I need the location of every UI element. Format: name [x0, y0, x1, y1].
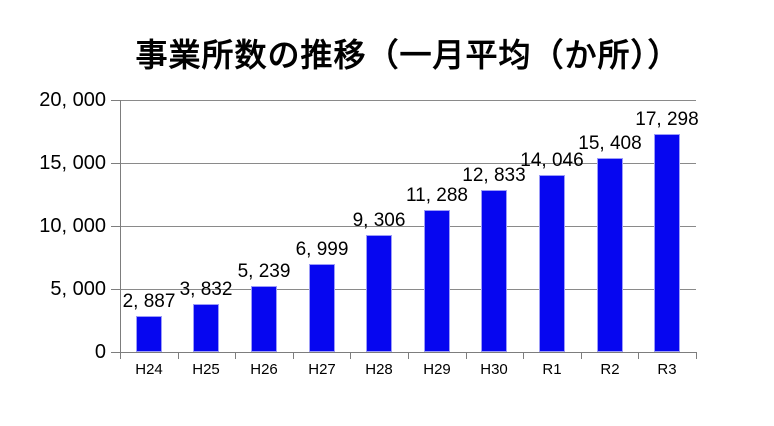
bar-H27: [309, 264, 335, 352]
x-axis-tick: [408, 352, 409, 359]
gridline: [120, 226, 696, 227]
value-label-H25: 3, 832: [179, 279, 233, 300]
x-axis-tick: [178, 352, 179, 359]
value-label-H24: 2, 887: [122, 291, 176, 312]
x-tick-label-R1: R1: [542, 361, 562, 378]
y-axis-tick: [111, 288, 120, 290]
y-tick-label: 5, 000: [50, 278, 106, 300]
x-tick-label-H27: H27: [308, 361, 336, 378]
y-axis-tick: [111, 351, 120, 353]
x-axis-tick: [350, 352, 351, 359]
x-axis-tick: [581, 352, 582, 359]
value-label-H28: 9, 306: [352, 210, 406, 231]
x-tick-label-R2: R2: [600, 361, 620, 378]
value-label-H26: 5, 239: [237, 261, 291, 282]
y-axis-tick: [111, 225, 120, 227]
y-axis-line: [120, 100, 121, 353]
bar-H28: [366, 235, 392, 352]
gridline: [120, 100, 696, 101]
bar-R2: [597, 158, 623, 352]
value-label-H29: 11, 288: [406, 185, 468, 206]
x-tick-label-H29: H29: [423, 361, 451, 378]
bar-H24: [136, 316, 162, 352]
x-axis-tick: [523, 352, 524, 359]
x-tick-label-H26: H26: [250, 361, 278, 378]
x-tick-label-H25: H25: [192, 361, 220, 378]
x-tick-label-H30: H30: [480, 361, 508, 378]
bar-H25: [193, 304, 219, 352]
bar-H29: [424, 210, 450, 352]
gridline: [120, 163, 696, 164]
gridline: [120, 289, 696, 290]
value-label-R3: 17, 298: [635, 109, 699, 130]
y-tick-label: 20, 000: [39, 89, 106, 111]
y-tick-label: 0: [94, 341, 106, 363]
bar-H26: [251, 286, 277, 352]
x-axis-tick: [638, 352, 639, 359]
value-label-H27: 6, 999: [295, 239, 349, 260]
bar-R1: [539, 175, 565, 352]
x-axis-tick: [696, 352, 697, 359]
value-label-R1: 14, 046: [520, 150, 584, 171]
x-tick-label-R3: R3: [657, 361, 677, 378]
x-tick-label-H24: H24: [135, 361, 163, 378]
bar-R3: [654, 134, 680, 352]
bar-H30: [481, 190, 507, 352]
y-axis-tick: [111, 162, 120, 164]
x-axis-tick: [120, 352, 121, 359]
y-axis-tick: [111, 99, 120, 101]
y-tick-label: 15, 000: [39, 152, 106, 174]
x-axis-tick: [466, 352, 467, 359]
plot-area: [120, 100, 696, 352]
x-axis-tick: [293, 352, 294, 359]
x-axis-tick: [235, 352, 236, 359]
x-tick-label-H28: H28: [365, 361, 393, 378]
value-label-R2: 15, 408: [578, 133, 642, 154]
chart-title: 事業所数の推移（一月平均（か所））: [135, 37, 681, 73]
y-tick-label: 10, 000: [39, 215, 106, 237]
value-label-H30: 12, 833: [462, 165, 526, 186]
